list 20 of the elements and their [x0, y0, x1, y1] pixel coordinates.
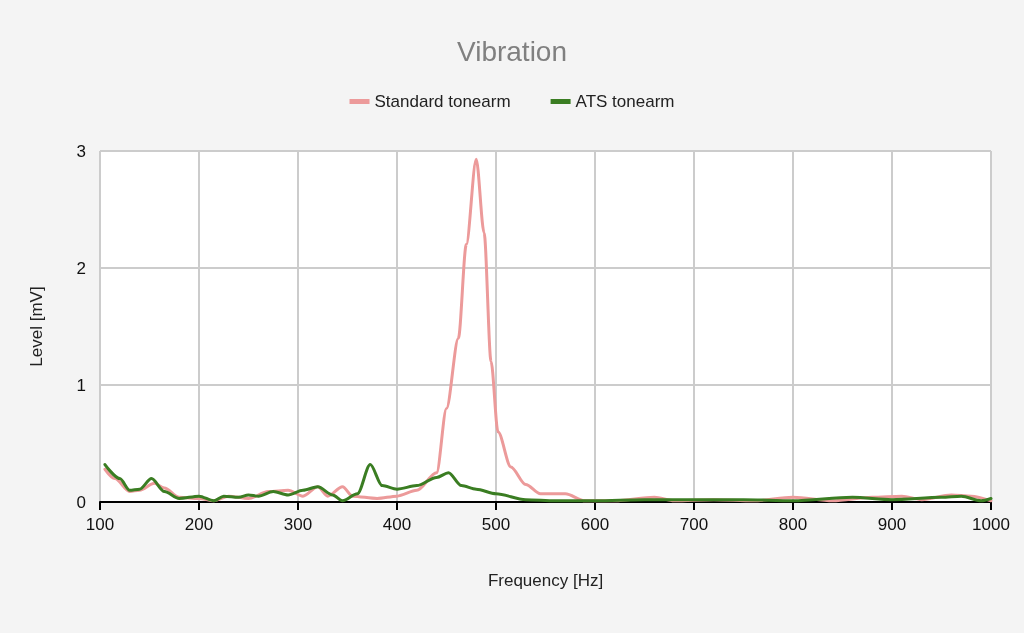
x-tick-label: 800: [778, 515, 808, 534]
y-tick-label: 0: [76, 492, 86, 512]
x-axis-title: Frequency [Hz]: [487, 571, 604, 590]
x-tick-label: 700: [679, 515, 709, 534]
x-tick-label: 500: [481, 515, 511, 534]
y-tick-label: 1: [76, 375, 86, 395]
x-tick-label: 400: [382, 515, 412, 534]
y-axis-title: Level [mV]: [27, 286, 46, 367]
x-tick-label: 300: [283, 515, 313, 534]
chart-title: Vibration: [456, 35, 568, 67]
y-tick-label: 2: [76, 258, 86, 278]
x-tick-label: 1000: [972, 515, 1010, 534]
x-tick-label: 100: [85, 515, 115, 534]
x-tick-label: 200: [184, 515, 214, 534]
x-tick-label: 600: [580, 515, 610, 534]
x-tick-label: 900: [877, 515, 907, 534]
line-series: [103, 463, 993, 503]
legend-label: Standard tonearm: [374, 92, 511, 111]
y-tick-label: 3: [76, 141, 86, 161]
legend-label: ATS tonearm: [575, 92, 675, 111]
